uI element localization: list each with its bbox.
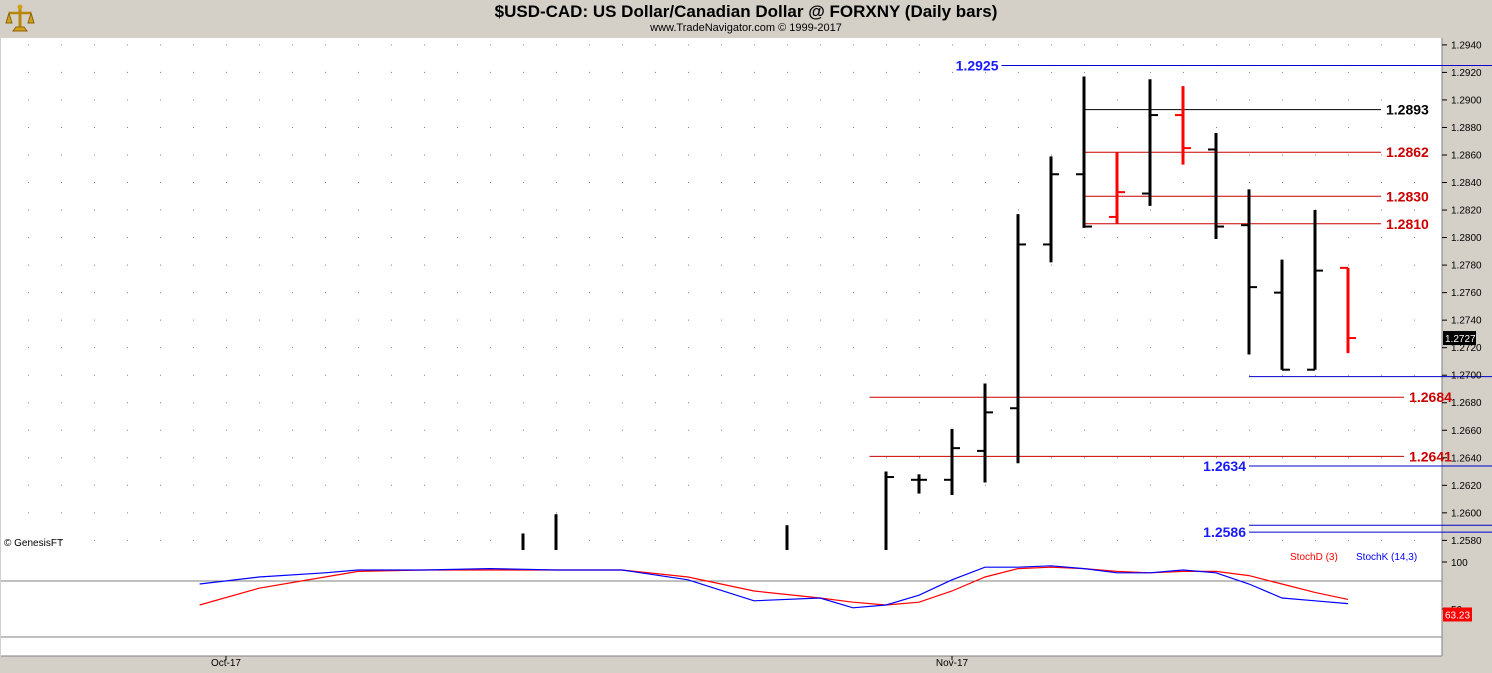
price-tick-label: 1.2600 [1451, 508, 1482, 519]
last-price-label: 1.2727 [1445, 334, 1476, 345]
plot-background [1, 38, 1442, 656]
grid-dots [28, 44, 1415, 541]
chart-title: $USD-CAD: US Dollar/Canadian Dollar @ FO… [494, 2, 998, 21]
level-label: 1.2810 [1386, 216, 1429, 232]
time-tick-label: Oct-17 [211, 658, 241, 669]
price-tick-label: 1.2640 [1451, 453, 1482, 464]
price-tick-label: 1.2860 [1451, 150, 1482, 161]
chart-labels: 1.29251.28931.28621.28301.28101.26991.26… [4, 58, 1452, 549]
price-tick-label: 1.2920 [1451, 68, 1482, 79]
price-tick-label: 1.2780 [1451, 261, 1482, 272]
level-label: 1.2862 [1386, 144, 1429, 160]
price-tick-label: 1.2800 [1451, 233, 1482, 244]
level-lines [869, 65, 1492, 533]
time-tick-label: Nov-17 [936, 658, 969, 669]
price-tick-label: 1.2720 [1451, 343, 1482, 354]
price-tick-label: 1.2820 [1451, 206, 1482, 217]
level-label: 1.2925 [956, 58, 999, 74]
level-label: 1.2893 [1386, 102, 1429, 118]
stoch-tick-label: 100 [1451, 558, 1468, 569]
price-tick-label: 1.2940 [1451, 40, 1482, 51]
chart-subtitle: www.TradeNavigator.com © 1999-2017 [650, 22, 842, 34]
price-tick-label: 1.2880 [1451, 123, 1482, 134]
price-tick-label: 1.2760 [1451, 288, 1482, 299]
price-tick-label: 1.2620 [1451, 481, 1482, 492]
stoch-d-legend: StochD (3) [1290, 552, 1338, 563]
price-tick-label: 1.2700 [1451, 371, 1482, 382]
trade-navigator-logo-icon [5, 4, 35, 32]
price-bars [521, 76, 1356, 550]
title-bar: $USD-CAD: US Dollar/Canadian Dollar @ FO… [0, 0, 1492, 38]
grid-dot-pattern [28, 44, 1415, 541]
price-tick-label: 1.2660 [1451, 426, 1482, 437]
price-tick-label: 1.2680 [1451, 398, 1482, 409]
level-label: 1.2641 [1409, 448, 1452, 464]
price-tick-label: 1.2900 [1451, 95, 1482, 106]
level-label: 1.2634 [1203, 458, 1246, 474]
last-price-box [1443, 331, 1476, 346]
level-label: 1.2830 [1386, 188, 1429, 204]
level-label: 1.2684 [1409, 389, 1452, 405]
stochastic-panel: StochD (3)StochK (14,3)1005063.23 [1, 552, 1472, 638]
price-axis: 1.2580 1.2600 1.2620 1.2640 1.2660 1.2680 1.27… [1442, 40, 1482, 547]
stoch-k-legend: StochK (14,3) [1356, 552, 1417, 563]
stoch-last-value-label: 63.23 [1445, 610, 1470, 621]
price-tick-label: 1.2840 [1451, 178, 1482, 189]
stoch-k-line [199, 565, 1349, 609]
level-label: 1.2586 [1203, 524, 1246, 540]
price-tick-label: 1.2580 [1451, 536, 1482, 547]
genesis-watermark: © GenesisFT [4, 538, 63, 549]
price-tick-label: 1.2740 [1451, 316, 1482, 327]
time-axis: Oct-17 Nov-17 [211, 656, 969, 669]
stoch-last-value-box [1443, 607, 1472, 622]
